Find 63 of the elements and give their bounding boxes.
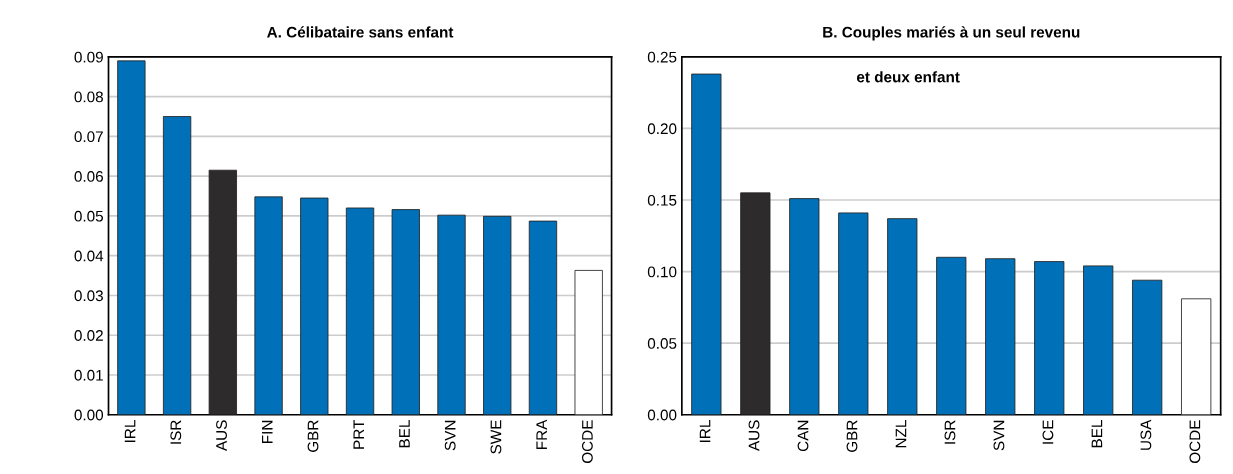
- bar: [1083, 265, 1114, 415]
- chart-title: B. Couples mariés à un seul revenu: [823, 26, 1080, 41]
- x-tick-label: IRL: [124, 420, 136, 442]
- x-tick-label: OCDE: [1189, 420, 1201, 464]
- bar: [483, 215, 512, 415]
- x-tick-label: ISR: [944, 420, 956, 444]
- x-tick-label: SWE: [490, 420, 502, 454]
- bar: [1181, 298, 1212, 415]
- x-tick-label: IRL: [699, 420, 711, 442]
- y-tick-label: 0.08: [74, 91, 103, 103]
- x-tick-label: SVN: [993, 420, 1005, 451]
- y-tick-label: 0.25: [647, 51, 677, 63]
- bar: [437, 214, 466, 415]
- x-tick-label: CAN: [797, 420, 809, 452]
- x-tick-label: AUS: [748, 420, 760, 451]
- x-tick-label: SVN: [444, 420, 456, 451]
- y-tick-label: 0.15: [647, 194, 677, 206]
- bar: [528, 220, 558, 415]
- y-tick-label: 0.20: [647, 123, 677, 135]
- x-tick-label: ICE: [1042, 420, 1054, 444]
- y-tick-label: 0.03: [74, 290, 103, 302]
- x-tick-label: GBR: [846, 420, 858, 452]
- bar: [254, 196, 283, 415]
- x-tick-label: FRA: [536, 419, 547, 449]
- y-tick-label: 0.10: [647, 266, 677, 278]
- bar: [789, 198, 820, 415]
- bar: [887, 218, 918, 415]
- y-tick-label: 0.01: [74, 369, 103, 381]
- x-tick-label: ISR: [170, 420, 182, 444]
- bar: [936, 256, 967, 415]
- bar: [300, 197, 329, 415]
- bar: [691, 73, 722, 415]
- y-tick-label: 0.00: [74, 409, 104, 421]
- x-tick-label: NZL: [895, 420, 907, 448]
- annotation: et deux enfant: [856, 71, 960, 83]
- bar: [208, 169, 237, 415]
- y-tick-label: 0.05: [74, 210, 104, 222]
- bar: [1034, 261, 1065, 415]
- x-tick-label: OCDE: [581, 420, 593, 464]
- bar: [574, 269, 603, 415]
- bar: [1132, 279, 1163, 415]
- x-tick-label: FIN: [262, 420, 273, 443]
- y-tick-label: 0.09: [74, 51, 103, 63]
- y-tick-label: 0.07: [74, 131, 103, 143]
- y-tick-label: 0.04: [74, 250, 104, 262]
- bar: [391, 209, 420, 415]
- bar: [740, 192, 771, 415]
- y-tick-label: 0.00: [647, 409, 677, 421]
- y-tick-label: 0.02: [74, 330, 103, 341]
- x-tick-label: BEL: [399, 420, 410, 448]
- x-tick-label: AUS: [216, 420, 227, 451]
- bar: [162, 116, 192, 415]
- chart-title: A. Célibataire sans enfant: [267, 26, 454, 38]
- bar: [345, 207, 375, 415]
- x-tick-label: BEL: [1091, 420, 1103, 448]
- x-tick-label: GBR: [307, 420, 319, 452]
- x-tick-label: USA: [1140, 419, 1152, 450]
- y-tick-label: 0.05: [647, 338, 677, 349]
- bar: [117, 60, 146, 415]
- x-tick-label: PRT: [353, 419, 364, 449]
- y-tick-label: 0.06: [74, 171, 103, 182]
- bar: [985, 258, 1016, 415]
- bar: [838, 212, 869, 415]
